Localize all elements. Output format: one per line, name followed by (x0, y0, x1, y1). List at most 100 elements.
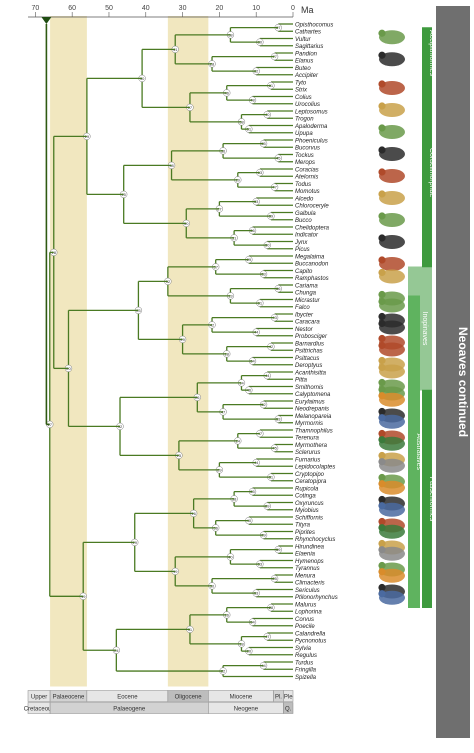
clade-label: Passeriformes (428, 477, 435, 522)
node-age-label: 20 (66, 366, 71, 371)
node-age-label: 29 (261, 533, 266, 538)
taxon-label: Sagittarius (295, 44, 323, 50)
node-age-label: 40 (228, 554, 233, 559)
bird-illustration-head (378, 268, 386, 277)
node-age-label: 50 (184, 221, 189, 226)
bird-illustration-head (378, 378, 386, 387)
root-marker (41, 17, 52, 24)
taxon-label: Micrastur (295, 298, 321, 304)
node-age-label: 33 (254, 199, 259, 204)
bird-illustration-head (378, 146, 386, 154)
bird-illustration-head (378, 546, 386, 554)
taxon-label: Chloroceryle (295, 204, 329, 210)
taxon-label: Melanopareia (295, 414, 332, 420)
taxon-label: Eurylaimus (295, 399, 325, 405)
taxon-label: Opisthocomus (295, 22, 333, 28)
taxon-label: Elaenia (295, 552, 316, 558)
taxon-label: Myiobius (295, 508, 319, 514)
taxon-label: Atelornis (294, 175, 318, 181)
taxon-label: Jynx (294, 240, 308, 246)
node-age-label: 19 (173, 569, 178, 574)
bird-illustration-head (378, 495, 386, 504)
taxon-label: Tyrannus (295, 566, 320, 572)
node-age-label: 17 (48, 422, 53, 427)
taxon-label: Phoeniculus (295, 138, 328, 144)
taxon-label: Elanus (295, 59, 313, 65)
taxon-label: Ibycter (295, 312, 314, 318)
bird-illustration-head (378, 290, 386, 299)
taxon-label: Spizella (295, 675, 317, 681)
taxon-label: Momotus (295, 189, 320, 195)
taxon-label: Pitta (295, 378, 308, 384)
taxon-label: Barnardius (295, 341, 324, 347)
taxon-label: Sylvia (295, 646, 312, 652)
taxon-label: Caracara (295, 320, 320, 326)
node-age-label: 45 (272, 446, 277, 451)
bird-illustration-head (378, 341, 386, 350)
taxon-label: Pycnonotus (295, 639, 326, 645)
node-age-label: 37 (213, 264, 218, 269)
bird-illustration-head (378, 297, 386, 306)
bird-illustration-head (378, 392, 386, 400)
taxon-label: Chelidoptera (295, 225, 330, 231)
taxon-label: Bucorvus (295, 146, 320, 152)
bird-illustration-head (378, 473, 386, 482)
taxon-label: Myrmornis (295, 421, 323, 427)
taxon-label: Malurus (295, 602, 316, 608)
clade-bar (422, 78, 432, 268)
bird-illustration-head (378, 568, 386, 576)
taxon-label: Galbula (295, 211, 316, 217)
taxon-label: Vultur (295, 37, 312, 43)
bird-illustration-head (378, 524, 386, 532)
bird-illustration-head (378, 561, 386, 570)
taxon-label: Ptilonorhynchus (295, 595, 338, 601)
node-age-label: 31 (269, 475, 274, 480)
node-age-label: 18 (52, 250, 57, 255)
taxon-label: Ramphastos (295, 276, 329, 282)
node-age-label: 52 (261, 402, 266, 407)
taxon-label: Bucco (295, 218, 312, 224)
bird-illustration-head (378, 451, 386, 460)
node-age-label: 16 (225, 612, 230, 617)
node-age-label: 53 (254, 591, 259, 596)
node-age-label: 33 (261, 272, 266, 277)
bird-illustration-head (378, 414, 386, 422)
period-label: Palaeogene (113, 706, 146, 712)
clade-label: Accipitriformes (428, 30, 435, 76)
taxon-label: Regulus (295, 653, 317, 659)
node-age-label: 47 (221, 409, 226, 414)
bird-illustration-head (378, 168, 386, 176)
node-age-label: 29 (217, 467, 222, 472)
node-age-label: 45 (276, 156, 281, 161)
node-age-label: 46 (247, 388, 252, 393)
node-age-label: 14 (239, 380, 244, 385)
node-age-label: 19 (81, 594, 86, 599)
node-age-label: 27 (217, 206, 222, 211)
node-age-label: 48 (250, 98, 255, 103)
taxon-label: Calyptomena (295, 392, 331, 398)
taxon-label: Climacteris (295, 581, 325, 587)
taxon-label: Probosciger (295, 334, 328, 340)
axis-tick-label: 10 (252, 5, 260, 12)
taxon-label: Buccanodon (295, 262, 329, 268)
node-age-label: 30 (210, 583, 215, 588)
taxon-label: Buteo (295, 66, 311, 72)
taxon-label: Rupicola (295, 486, 319, 492)
node-age-label: 18 (225, 351, 230, 356)
node-age-label: 67 (276, 25, 281, 30)
taxon-label: Calandrella (295, 631, 326, 637)
bird-illustration-head (378, 190, 386, 198)
bird-illustration-head (378, 212, 386, 220)
taxon-label: Leptosomus (295, 109, 328, 115)
node-age-label: 53 (258, 562, 263, 567)
node-age-label: 47 (258, 431, 263, 436)
node-age-label: 77 (272, 54, 277, 59)
taxon-label: Schiffornis (295, 515, 323, 521)
bird-illustration-head (378, 436, 386, 444)
taxon-label: Chunga (295, 291, 317, 297)
node-age-label: 48 (169, 163, 174, 168)
node-age-label: 46 (225, 90, 230, 95)
node-age-label: 61 (269, 83, 274, 88)
node-age-label: 80 (258, 40, 263, 45)
